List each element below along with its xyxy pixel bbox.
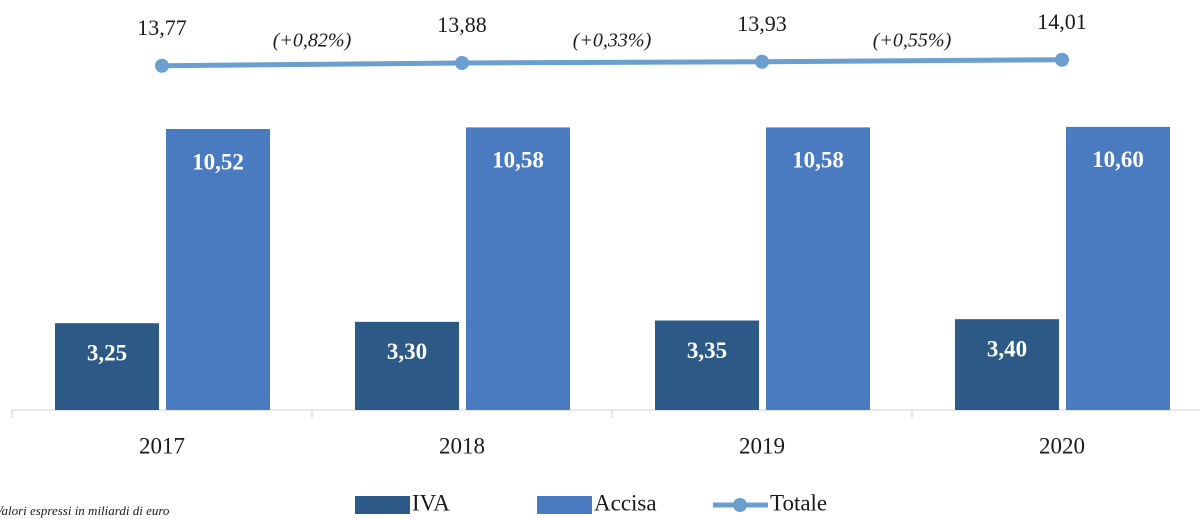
note: Valori espressi in miliardi di euro [0, 503, 170, 518]
line [161, 57, 1063, 69]
legend-swatch [537, 496, 592, 514]
legend-label: Totale [770, 490, 827, 515]
annotation: (+0,33%) [573, 30, 652, 52]
bar [466, 127, 570, 411]
data-label: 13,77 [137, 15, 187, 40]
x-tick-label: 2017 [139, 433, 185, 458]
data-label: 10,60 [1092, 147, 1144, 172]
bar [955, 319, 1059, 410]
data-label: 3,40 [987, 336, 1027, 361]
annotation: (+0,55%) [873, 30, 952, 52]
line-marker [755, 54, 769, 69]
data-label: 3,25 [87, 340, 127, 365]
x-tick-label: 2018 [439, 433, 485, 458]
line-marker [1055, 52, 1069, 67]
data-label: 13,93 [737, 11, 787, 36]
legend-label: Accisa [594, 490, 657, 515]
x-tick-label: 2020 [1039, 433, 1085, 458]
bar [655, 320, 759, 410]
data-label: 14,01 [1037, 9, 1087, 34]
line-marker [155, 58, 169, 73]
legend-marker [733, 498, 747, 512]
legend-label: IVA [412, 490, 450, 515]
data-label: 3,35 [687, 338, 727, 363]
data-label: 10,58 [492, 148, 544, 173]
bar [55, 323, 159, 410]
line-marker [455, 56, 469, 70]
bar [766, 127, 870, 411]
legend-swatch [355, 496, 410, 514]
data-label: 10,58 [792, 148, 844, 173]
x-tick-label: 2019 [739, 433, 785, 458]
data-label: 13,88 [437, 12, 487, 37]
annotation: (+0,82%) [273, 30, 352, 52]
bar [1066, 126, 1170, 411]
data-label: 10,52 [192, 149, 244, 174]
data-label: 3,30 [387, 339, 427, 364]
bar [166, 128, 270, 410]
bar [355, 321, 459, 410]
